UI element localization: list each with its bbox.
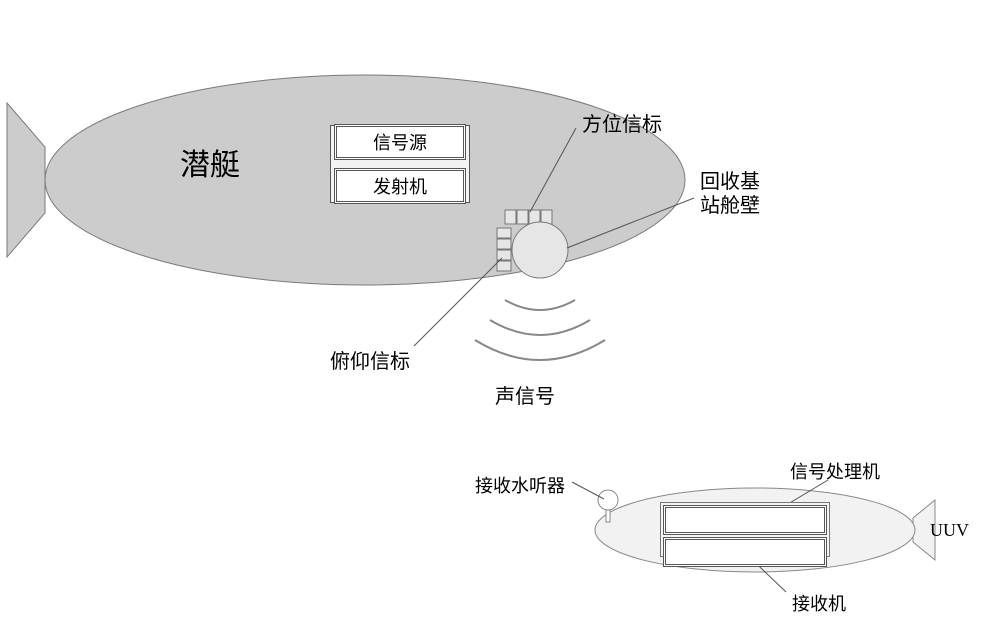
processor-label: 信号处理机	[790, 458, 880, 484]
pitch-beacon-label: 俯仰信标	[330, 345, 410, 374]
hydrophone-label: 接收水听器	[475, 472, 565, 498]
uuv-receiver-box: 接收机	[663, 537, 827, 567]
submarine-equipment-panel: 信号源 发射机	[330, 125, 470, 203]
submarine-tail	[7, 103, 45, 257]
recovery-wall-line2: 站舱壁	[700, 195, 760, 217]
azimuth-marker	[505, 210, 552, 224]
recovery-wall-line1: 回收基	[700, 171, 760, 193]
uuv-label: UUV	[930, 520, 969, 541]
recovery-station-circle	[512, 222, 568, 278]
acoustic-signal-arcs	[475, 300, 605, 360]
acoustic-signal-label: 声信号	[495, 380, 555, 409]
receiver-label: 接收机	[792, 590, 846, 616]
submarine-label: 潜艇	[180, 140, 240, 184]
uuv-processor-box: 信号处理机	[663, 505, 827, 535]
signal-source-box: 信号源	[334, 124, 466, 160]
uuv-equipment-panel: 信号处理机 接收机	[660, 502, 830, 557]
recovery-wall-label: 回收基 站舱壁	[700, 170, 760, 218]
azimuth-beacon-label: 方位信标	[582, 108, 662, 137]
transmitter-box: 发射机	[334, 168, 466, 204]
pitch-marker	[497, 228, 511, 271]
